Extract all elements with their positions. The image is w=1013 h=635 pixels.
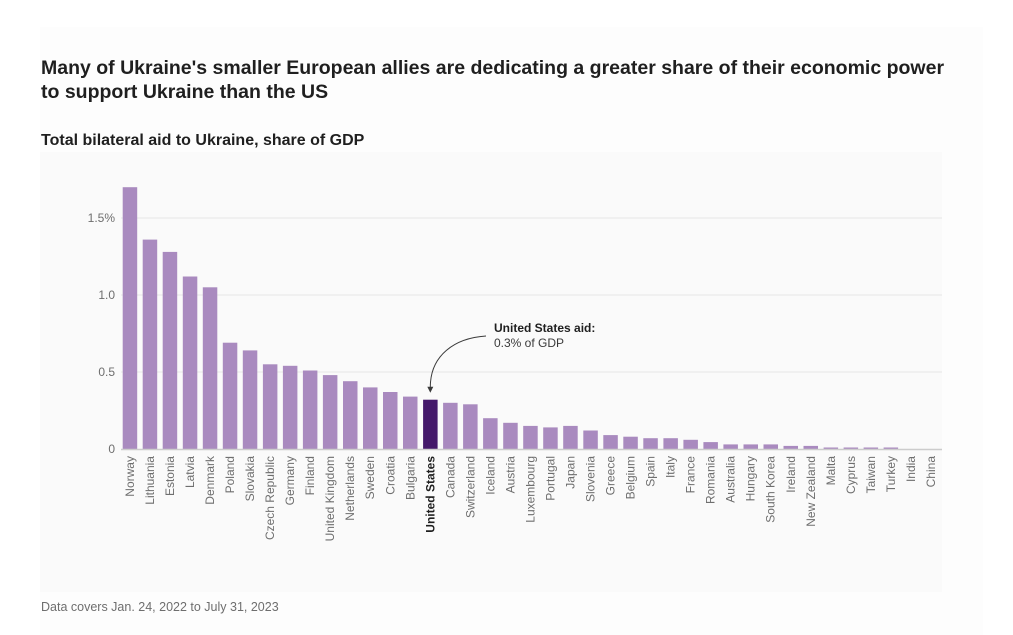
- x-tick-label: Taiwan: [864, 456, 878, 493]
- x-tick-label: Portugal: [543, 456, 557, 501]
- bar-luxembourg: [523, 425, 538, 449]
- arrowhead-icon: [427, 386, 434, 393]
- x-tick-label: Switzerland: [463, 456, 477, 518]
- x-tick-label: Denmark: [203, 455, 217, 505]
- bar-france: [683, 439, 698, 449]
- bar-germany: [282, 365, 298, 449]
- y-axis: 0 0.5 1.0 1.5%: [88, 211, 116, 456]
- y-tick-label: 1.5%: [88, 211, 116, 225]
- x-tick-label: Poland: [223, 456, 237, 493]
- chart-subtitle: Total bilateral aid to Ukraine, share of…: [41, 132, 365, 149]
- bar-denmark: [202, 287, 218, 449]
- bar-belgium: [623, 436, 638, 449]
- bar-hungary: [743, 444, 758, 449]
- bar-south-korea: [763, 444, 778, 449]
- footnote: Data covers Jan. 24, 2022 to July 31, 20…: [41, 600, 279, 614]
- x-tick-label: Slovenia: [584, 456, 598, 502]
- bar-iceland: [483, 418, 498, 449]
- bar-australia: [723, 444, 738, 449]
- bar-estonia: [162, 251, 178, 449]
- x-tick-label: Slovakia: [243, 456, 257, 502]
- bar-united-kingdom: [322, 375, 338, 449]
- bar-cyprus: [843, 447, 859, 449]
- y-tick-label: 0: [108, 442, 115, 456]
- bar-sweden: [363, 387, 378, 449]
- x-tick-label: Sweden: [363, 456, 377, 499]
- annotation-title: United States aid:: [494, 321, 595, 335]
- x-tick-label: China: [924, 456, 938, 488]
- bar-finland: [302, 370, 318, 449]
- y-tick-label: 0.5: [98, 365, 115, 379]
- x-tick-label: Latvia: [183, 456, 197, 488]
- chart-title: Many of Ukraine's smaller European allie…: [41, 57, 945, 103]
- x-tick-label: Austria: [503, 456, 517, 494]
- annotation-text: 0.3% of GDP: [494, 336, 564, 350]
- x-tick-label: United States: [423, 456, 437, 533]
- us-annotation: United States aid: 0.3% of GDP: [427, 321, 595, 393]
- bar-switzerland: [463, 404, 478, 449]
- x-tick-label: South Korea: [764, 456, 778, 523]
- x-tick-label: Germany: [283, 456, 297, 505]
- x-tick-label: Finland: [303, 456, 317, 495]
- x-tick-label: Japan: [563, 456, 577, 489]
- x-tick-label: Croatia: [383, 456, 397, 495]
- x-tick-label: Spain: [644, 456, 658, 487]
- x-tick-label: Ireland: [784, 456, 798, 493]
- bar-ireland: [783, 445, 798, 449]
- x-tick-label: Czech Republic: [263, 456, 277, 540]
- bar-turkey: [883, 447, 899, 449]
- bar-latvia: [182, 276, 198, 449]
- bar-czech-republic: [262, 364, 278, 449]
- x-tick-label: Italy: [664, 456, 678, 478]
- bar-malta: [823, 447, 839, 449]
- x-tick-label: Canada: [443, 456, 457, 498]
- x-tick-label: India: [904, 456, 918, 482]
- x-tick-label: Luxembourg: [523, 456, 537, 523]
- bar-slovenia: [583, 430, 598, 449]
- x-tick-label: Turkey: [884, 456, 898, 492]
- x-tick-label: United Kingdom: [323, 456, 337, 541]
- x-tick-label: Estonia: [163, 456, 177, 496]
- bars: [122, 187, 899, 449]
- x-tick-label: Malta: [824, 456, 838, 486]
- x-tick-label: Bulgaria: [403, 456, 417, 500]
- bar-spain: [643, 438, 658, 449]
- gridlines: [121, 217, 942, 373]
- bar-new-zealand: [803, 445, 818, 449]
- bar-greece: [603, 435, 618, 449]
- bar-romania: [703, 442, 718, 449]
- bar-norway: [122, 187, 138, 449]
- x-tick-label: Hungary: [744, 456, 758, 501]
- x-tick-label: Greece: [604, 456, 618, 496]
- x-tick-label: Norway: [123, 456, 137, 497]
- bar-bulgaria: [403, 396, 418, 449]
- bar-austria: [503, 422, 518, 449]
- bar-italy: [663, 438, 678, 449]
- x-tick-label: Iceland: [483, 456, 497, 495]
- bar-netherlands: [343, 381, 358, 449]
- bar-united-states: [423, 399, 438, 449]
- x-axis-labels: Norway Lithuania Estonia Latvia Denmark Polan…: [123, 455, 938, 541]
- x-tick-label: Australia: [724, 456, 738, 503]
- x-tick-label: Belgium: [624, 456, 638, 499]
- bar-croatia: [383, 392, 398, 449]
- bar-poland: [222, 342, 238, 449]
- bar-taiwan: [863, 447, 879, 449]
- bar-lithuania: [142, 239, 158, 449]
- x-tick-label: France: [684, 456, 698, 494]
- annotation-arrow-icon: [429, 335, 487, 388]
- x-tick-label: Cyprus: [844, 456, 858, 494]
- bar-canada: [443, 402, 458, 449]
- bar-slovakia: [242, 350, 258, 449]
- x-tick-label: Lithuania: [143, 456, 157, 505]
- x-tick-label: Romania: [704, 456, 718, 504]
- bar-portugal: [543, 427, 558, 449]
- y-tick-label: 1.0: [98, 288, 115, 302]
- x-tick-label: Netherlands: [343, 456, 357, 521]
- x-tick-label: New Zealand: [804, 456, 818, 527]
- bar-japan: [563, 425, 578, 449]
